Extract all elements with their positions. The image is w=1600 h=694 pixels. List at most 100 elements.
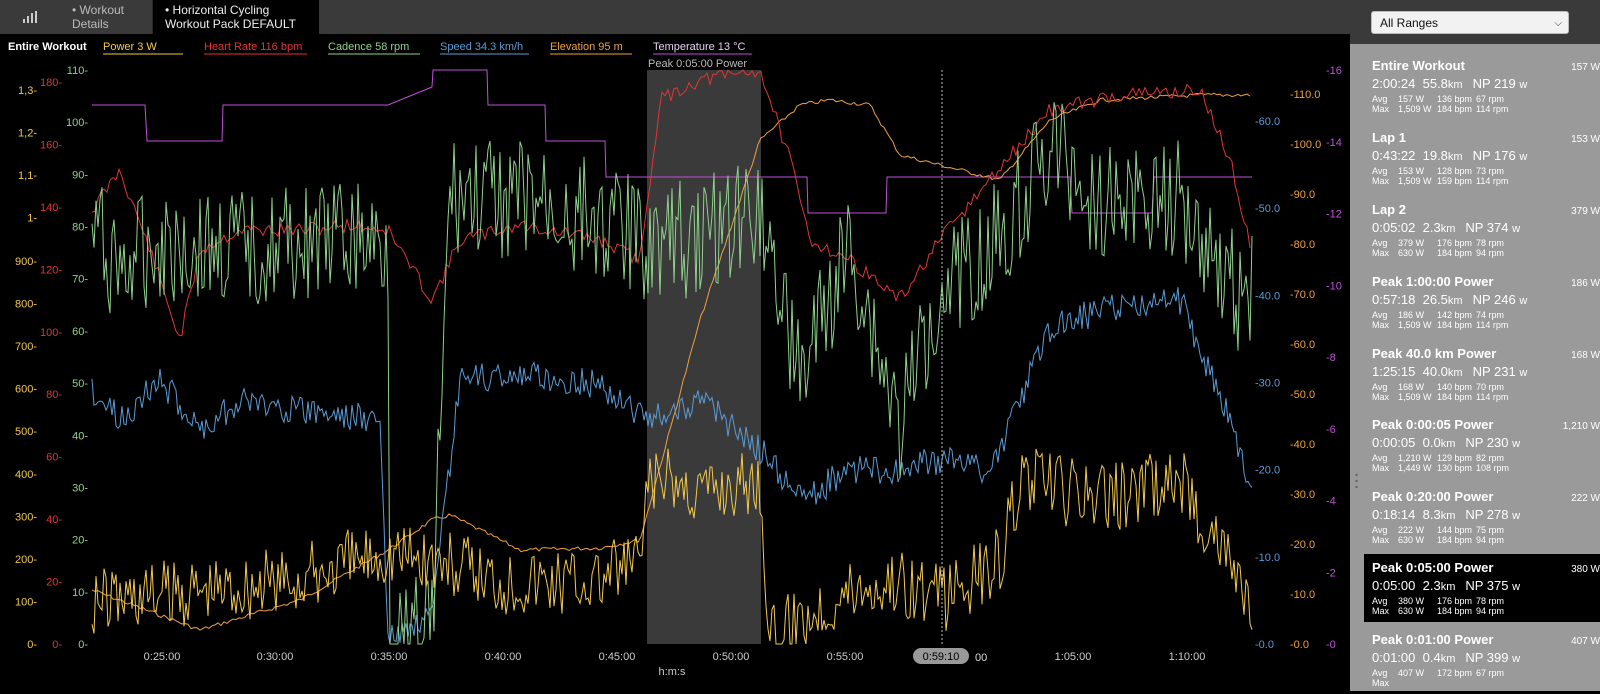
tab-label: • Horizontal Cycling xyxy=(165,3,270,17)
hr-tick: 120- xyxy=(40,264,62,276)
row-power: 1,509 W xyxy=(1398,392,1432,402)
range-avg-row: Avg 222 W 144 bpm 75 rpm xyxy=(1372,525,1592,535)
range-time: 1:25:15 xyxy=(1372,364,1416,379)
elevation-tick: -40.0 xyxy=(1290,439,1315,451)
row-label: Max xyxy=(1372,104,1390,114)
hr-tick: 100- xyxy=(40,327,62,339)
row-power: 222 W xyxy=(1398,525,1425,535)
range-distance: 0.0 xyxy=(1422,435,1441,450)
row-power: 1,449 W xyxy=(1398,463,1432,473)
row-cadence: 114 rpm xyxy=(1476,320,1509,330)
row-label: Avg xyxy=(1372,525,1388,535)
x-tick: 0:50:00 xyxy=(713,651,750,663)
range-avg-row: Avg 157 W 136 bpm 67 rpm xyxy=(1372,94,1592,104)
peak-highlight-region[interactable] xyxy=(647,70,761,644)
cursor-time-bubble xyxy=(913,648,969,664)
row-power: 407 W xyxy=(1398,668,1425,678)
range-max-row: Max 1,509 W 159 bpm 114 rpm xyxy=(1372,176,1592,186)
range-item[interactable]: Peak 1:00:00 Power 186 W 0:57:18 26.5km NP … xyxy=(1364,268,1600,336)
legend: Entire Workout Power 3 W Heart Rate 116 … xyxy=(8,41,752,55)
range-np-unit: w xyxy=(1519,79,1528,91)
workout-chart[interactable]: Peak 0:05:00 Power Entire Workout Power … xyxy=(0,34,1350,691)
row-label: Avg xyxy=(1372,668,1388,678)
row-cadence: 74 rpm xyxy=(1476,310,1505,320)
legend-entire-workout[interactable]: Entire Workout xyxy=(8,41,87,53)
power-tick: 900- xyxy=(15,256,37,268)
series-lines xyxy=(91,69,1253,645)
axis-labels: 1,3- 1,2- 1,1- 1- 900- 800- 700- 600- 500- 400- 30… xyxy=(15,65,1342,663)
row-cadence: 75 rpm xyxy=(1476,525,1505,535)
row-label: Max xyxy=(1372,678,1390,688)
speed-tick: -0.0 xyxy=(1255,639,1274,651)
row-label: Max xyxy=(1372,606,1390,616)
legend-heart-rate[interactable]: Heart Rate 116 bpm xyxy=(204,41,302,53)
elevation-tick: -90.0 xyxy=(1290,189,1315,201)
range-np: NP 246 xyxy=(1472,292,1516,307)
range-item[interactable]: Peak 0:05:00 Power 380 W 0:05:00 2.3km NP 3… xyxy=(1364,554,1600,622)
temperature-tick: -10 xyxy=(1326,280,1342,292)
range-item[interactable]: Peak 40.0 km Power 168 W 1:25:15 40.0km NP … xyxy=(1364,340,1600,408)
range-time: 0:01:00 xyxy=(1372,650,1416,665)
factor-tick: 1- xyxy=(27,213,37,225)
speed-tick: -30.0 xyxy=(1255,378,1280,390)
row-label: Avg xyxy=(1372,94,1388,104)
power-tick: 100- xyxy=(15,596,37,608)
range-summary: 0:43:22 19.8km NP 176 w xyxy=(1372,147,1592,166)
range-name: Peak 40.0 km Power xyxy=(1372,346,1497,361)
speed-tick: -10.0 xyxy=(1255,552,1280,564)
range-summary: 0:05:00 2.3km NP 375 w xyxy=(1372,577,1592,596)
legend-cadence[interactable]: Cadence 58 rpm xyxy=(328,41,409,53)
hr-tick: 180- xyxy=(40,77,62,89)
range-item[interactable]: Peak 0:20:00 Power 222 W 0:18:14 8.3km NP 2… xyxy=(1364,483,1600,551)
range-np: NP 176 xyxy=(1472,148,1516,163)
row-power: 630 W xyxy=(1398,606,1425,616)
row-hr: 176 bpm xyxy=(1437,596,1473,606)
power-tick: 800- xyxy=(15,299,37,311)
range-distance-unit: km xyxy=(1440,581,1456,593)
legend-elevation[interactable]: Elevation 95 m xyxy=(550,41,623,53)
range-avg-power: 168 W xyxy=(1571,350,1600,361)
tab-horizontal-cycling[interactable]: • Horizontal Cycling Workout Pack DEFAUL… xyxy=(153,0,319,34)
legend-temperature[interactable]: Temperature 13 °C xyxy=(653,41,745,53)
range-item[interactable]: Lap 2 379 W 0:05:02 2.3km NP 374 w Avg 379 W 1… xyxy=(1364,196,1600,264)
range-np: NP 375 xyxy=(1465,578,1509,593)
tab-chart[interactable] xyxy=(0,0,61,34)
range-select[interactable]: All Ranges ⌵ xyxy=(1371,11,1569,34)
row-power: 1,509 W xyxy=(1398,104,1432,114)
tab-workout-details[interactable]: • Workout Details xyxy=(60,0,153,34)
row-label: Max xyxy=(1372,176,1390,186)
range-time: 0:18:14 xyxy=(1372,507,1416,522)
row-hr: 176 bpm xyxy=(1437,238,1473,248)
legend-power[interactable]: Power 3 W xyxy=(103,41,157,53)
range-time: 0:05:00 xyxy=(1372,578,1416,593)
cadence-tick: 80- xyxy=(72,222,88,234)
range-item[interactable]: Lap 1 153 W 0:43:22 19.8km NP 176 w Avg 153 W… xyxy=(1364,124,1600,192)
cadence-tick: 30- xyxy=(72,482,88,494)
range-np-unit: w xyxy=(1519,151,1528,163)
temperature-tick: -2 xyxy=(1326,567,1336,579)
temperature-tick: -4 xyxy=(1326,496,1336,508)
row-label: Max xyxy=(1372,463,1390,473)
range-distance-unit: km xyxy=(1440,438,1456,450)
cadence-tick: 50- xyxy=(72,378,88,390)
legend-speed[interactable]: Speed 34.3 km/h xyxy=(440,41,523,53)
row-hr: 184 bpm xyxy=(1437,248,1473,258)
range-item[interactable]: Entire Workout 157 W 2:00:24 55.8km NP 219 … xyxy=(1364,52,1600,120)
range-item[interactable]: Peak 0:00:05 Power 1,210 W 0:00:05 0.0km NP… xyxy=(1364,411,1600,479)
temperature-tick: -0 xyxy=(1326,639,1336,651)
row-label: Max xyxy=(1372,248,1390,258)
row-label: Avg xyxy=(1372,453,1388,463)
range-item[interactable]: Peak 0:01:00 Power 407 W 0:01:00 0.4km NP 3… xyxy=(1364,626,1600,694)
resize-handle-icon[interactable] xyxy=(1355,472,1358,490)
cadence-tick: 40- xyxy=(72,430,88,442)
cadence-tick: 20- xyxy=(72,535,88,547)
speed-tick: -50.0 xyxy=(1255,203,1280,215)
power-line xyxy=(91,448,1253,645)
range-distance: 26.5 xyxy=(1422,292,1448,307)
range-np: NP 219 xyxy=(1472,76,1516,91)
range-max-row: Max 1,449 W 130 bpm 108 rpm xyxy=(1372,463,1592,473)
row-power: 168 W xyxy=(1398,382,1425,392)
range-name: Lap 2 xyxy=(1372,202,1406,217)
row-hr: 142 bpm xyxy=(1437,310,1473,320)
row-label: Avg xyxy=(1372,166,1388,176)
